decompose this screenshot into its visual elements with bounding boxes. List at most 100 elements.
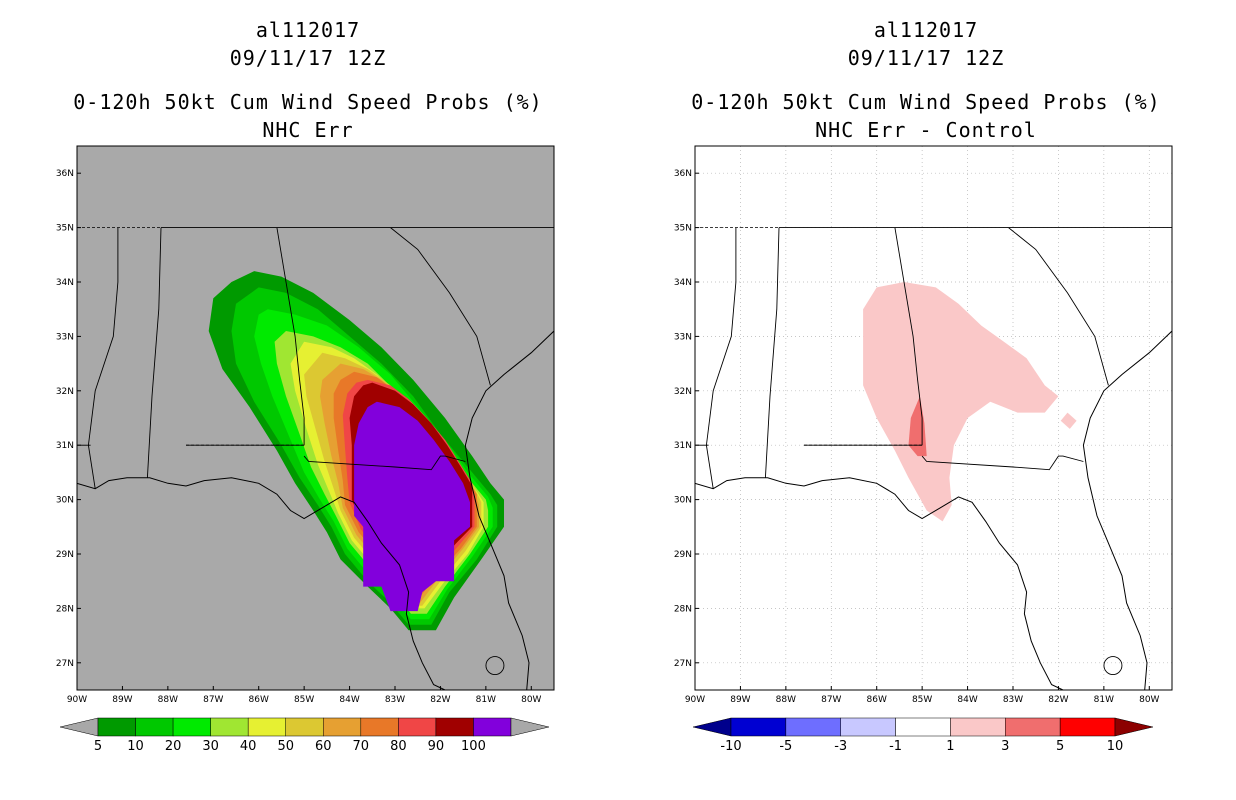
colorbar-swatch <box>1059 717 1116 737</box>
x-tick-label: 83W <box>385 695 405 705</box>
colorbar-label: 20 <box>165 739 182 754</box>
x-tick-label: 83W <box>1003 695 1023 705</box>
x-tick-label: 82W <box>430 695 450 705</box>
right-datetime: 09/11/17 12Z <box>847 46 1005 70</box>
colorbar-swatch <box>435 717 474 737</box>
x-tick-label: 88W <box>776 695 796 705</box>
plot-frame <box>76 145 555 691</box>
state-border <box>276 227 305 446</box>
colorbar-swatch <box>323 717 362 737</box>
colorbar-swatch <box>1005 717 1061 737</box>
colorbar-swatch <box>172 717 211 737</box>
y-tick-label: 36N <box>56 169 74 179</box>
colorbar-swatch <box>895 717 951 737</box>
colorbar-high-arrow <box>510 717 550 737</box>
map-panel-1: 90W 89W 88W 87W 86W 85W 84W 83W 82W 81W 80W 27N 28N 2… <box>674 145 1173 705</box>
colorbar-label: 30 <box>202 739 219 754</box>
y-tick-label: 30N <box>674 496 692 506</box>
colorbar-low-arrow <box>59 717 99 737</box>
x-tick-label: 87W <box>821 695 841 705</box>
base-map-outlines <box>695 227 1172 690</box>
left-chart-subtitle: NHC Err <box>262 118 354 142</box>
colorbar-label: 70 <box>353 739 370 754</box>
atlantic-coastline <box>464 330 554 690</box>
colorbar-swatch <box>950 717 1006 737</box>
y-tick-label: 30N <box>56 496 74 506</box>
colorbar-label: 100 <box>461 739 486 754</box>
state-border <box>303 455 466 471</box>
x-tick-label: 84W <box>957 695 977 705</box>
colorbar-label: -5 <box>779 739 792 754</box>
right-chart-title: 0-120h 50kt Cum Wind Speed Probs (%) <box>691 90 1161 114</box>
left-chart-title: 0-120h 50kt Cum Wind Speed Probs (%) <box>73 90 543 114</box>
base-map-outlines <box>77 227 554 690</box>
colorbar-swatch <box>285 717 324 737</box>
x-tick-label: 85W <box>294 695 314 705</box>
colorbar-low-arrow <box>692 717 732 737</box>
y-tick-label: 31N <box>56 441 74 451</box>
state-border <box>1008 227 1109 386</box>
x-tick-label: 85W <box>912 695 932 705</box>
left-datetime: 09/11/17 12Z <box>229 46 387 70</box>
y-tick-label: 33N <box>56 332 74 342</box>
contour-level-1-1 <box>1060 412 1077 429</box>
colorbar-swatch <box>730 717 787 737</box>
colorbar-label: 3 <box>1001 739 1009 754</box>
right-storm-id: al112017 <box>873 18 979 42</box>
colorbar-high-arrow <box>1114 717 1154 737</box>
plot-frame <box>694 145 1173 691</box>
colorbar-swatch <box>473 717 512 737</box>
y-tick-label: 29N <box>56 550 74 560</box>
state-border <box>87 227 119 489</box>
colorbar-label: 5 <box>94 739 102 754</box>
x-tick-label: 87W <box>203 695 223 705</box>
y-tick-label: 34N <box>674 278 692 288</box>
state-border <box>764 227 780 478</box>
x-tick-label: 90W <box>685 695 705 705</box>
lake-okeechobee <box>1103 656 1123 675</box>
left-storm-id: al112017 <box>255 18 361 42</box>
colorbar-label: 60 <box>315 739 332 754</box>
y-tick-label: 31N <box>674 441 692 451</box>
y-tick-label: 32N <box>674 387 692 397</box>
right-chart-subtitle: NHC Err - Control <box>815 118 1037 142</box>
colorbar-label: 80 <box>390 739 407 754</box>
colorbar-label: 50 <box>277 739 294 754</box>
y-tick-label: 28N <box>56 604 74 614</box>
colorbar-label: 5 <box>1056 739 1064 754</box>
y-tick-label: 28N <box>674 604 692 614</box>
contour-level-100-10 <box>354 401 470 612</box>
gulf-coastline <box>77 477 446 690</box>
atlantic-coastline <box>1082 330 1172 690</box>
colorbar-label: -10 <box>720 739 741 754</box>
x-tick-label: 80W <box>521 695 541 705</box>
colorbar-label: 10 <box>127 739 144 754</box>
x-tick-label: 86W <box>867 695 887 705</box>
y-tick-label: 34N <box>56 278 74 288</box>
x-tick-label: 88W <box>158 695 178 705</box>
x-tick-label: 89W <box>112 695 132 705</box>
map-panel-0: 90W 89W 88W 87W 86W 85W 84W 83W 82W 81W 80W 27N 28N 2… <box>56 145 555 705</box>
colorbar-1: -10 -5 -3 -1 1 3 5 10 <box>692 717 1154 754</box>
colorbar-swatch <box>135 717 174 737</box>
colorbar-label: 40 <box>240 739 257 754</box>
x-tick-label: 86W <box>249 695 269 705</box>
y-tick-label: 35N <box>56 224 74 234</box>
colorbar-swatch <box>97 717 136 737</box>
colorbar-swatch <box>247 717 286 737</box>
x-tick-label: 89W <box>730 695 750 705</box>
y-tick-label: 32N <box>56 387 74 397</box>
x-tick-label: 84W <box>339 695 359 705</box>
y-tick-label: 27N <box>56 659 74 669</box>
x-tick-label: 81W <box>476 695 496 705</box>
colorbar-label: 90 <box>428 739 445 754</box>
y-tick-label: 27N <box>674 659 692 669</box>
y-tick-label: 29N <box>674 550 692 560</box>
colorbar-swatch <box>840 717 896 737</box>
colorbar-label: -1 <box>889 739 902 754</box>
colorbar-label: 1 <box>946 739 954 754</box>
y-tick-label: 33N <box>674 332 692 342</box>
state-border <box>146 227 162 478</box>
gulf-coastline <box>695 477 1064 690</box>
